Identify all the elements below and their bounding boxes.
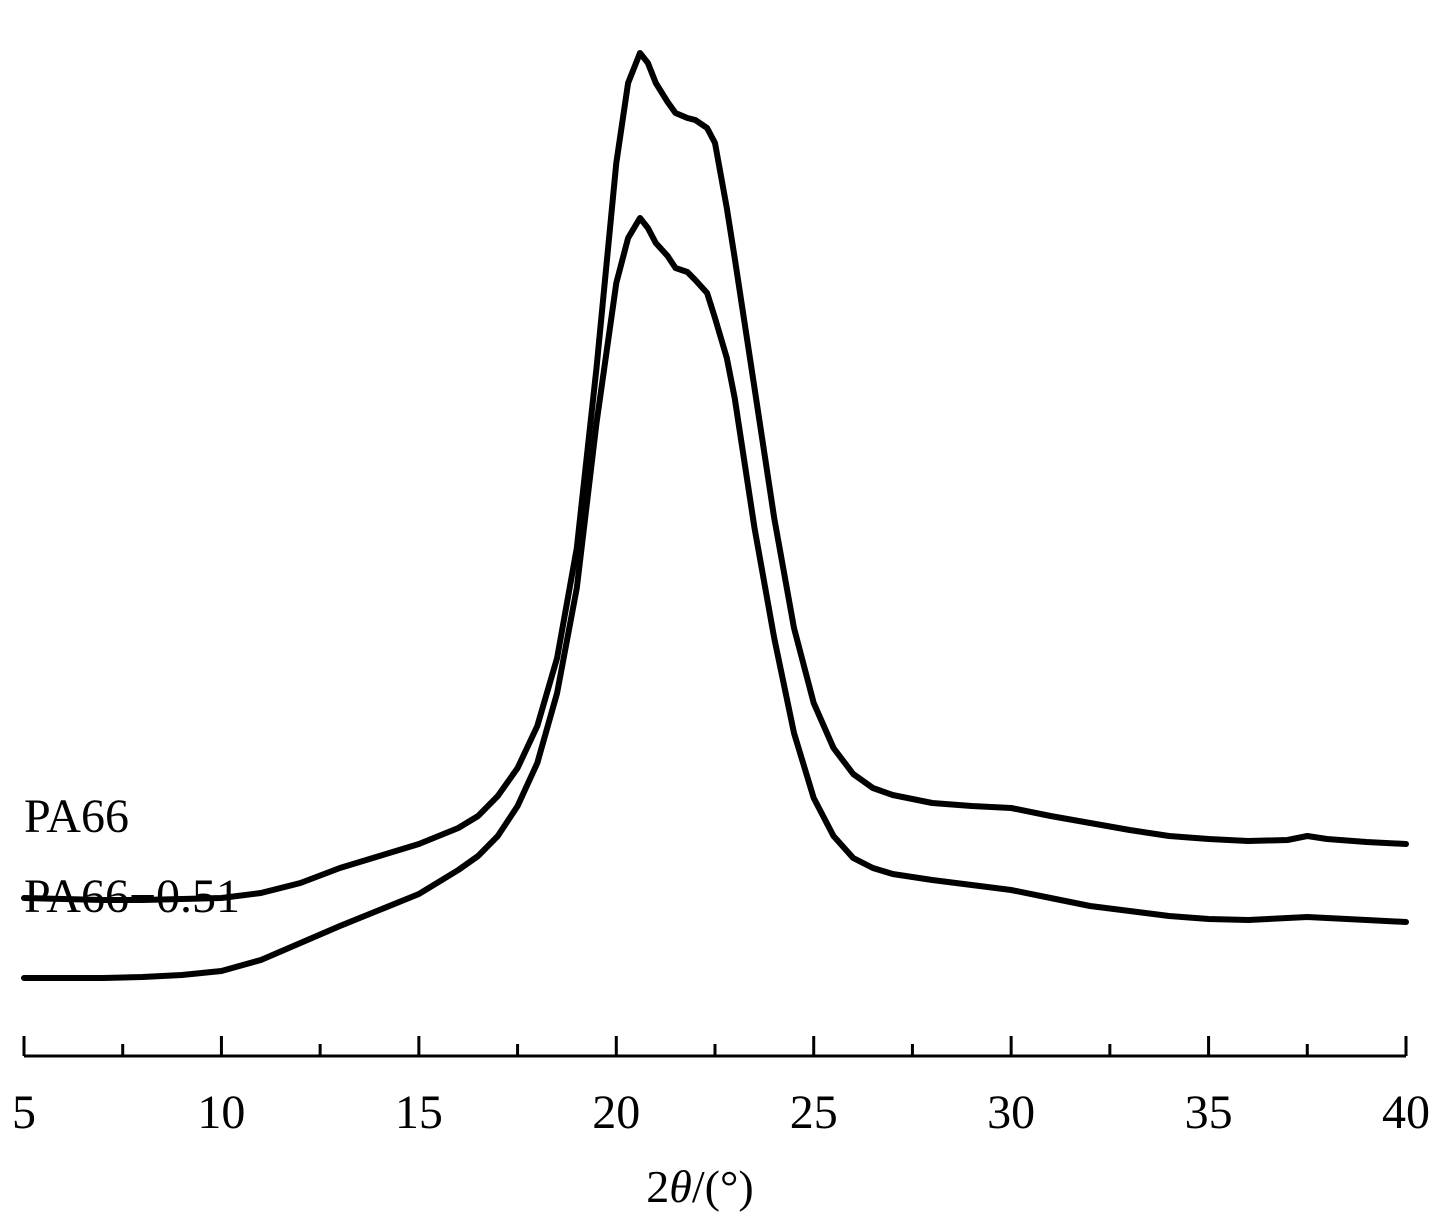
x-tick-label: 20 bbox=[592, 1086, 640, 1139]
plot-area bbox=[24, 53, 1406, 978]
series-line-1 bbox=[24, 218, 1406, 978]
x-axis-label: 2θ/(°) bbox=[646, 1161, 753, 1212]
x-tick-label: 5 bbox=[12, 1086, 36, 1139]
series-label-1: PA66−0.51 bbox=[24, 870, 240, 923]
x-tick-label: 15 bbox=[395, 1086, 443, 1139]
series-line-0 bbox=[24, 53, 1406, 900]
series-label-0: PA66 bbox=[24, 790, 129, 843]
x-tick-label: 30 bbox=[987, 1086, 1035, 1139]
x-tick-label: 40 bbox=[1382, 1086, 1430, 1139]
x-tick-label: 35 bbox=[1185, 1086, 1233, 1139]
curve-labels: PA66 PA66−0.51 bbox=[24, 790, 240, 923]
x-tick-label: 10 bbox=[197, 1086, 245, 1139]
x-tick-label: 25 bbox=[790, 1086, 838, 1139]
x-axis: 5 10 15 20 25 30 35 40 bbox=[12, 1036, 1430, 1139]
